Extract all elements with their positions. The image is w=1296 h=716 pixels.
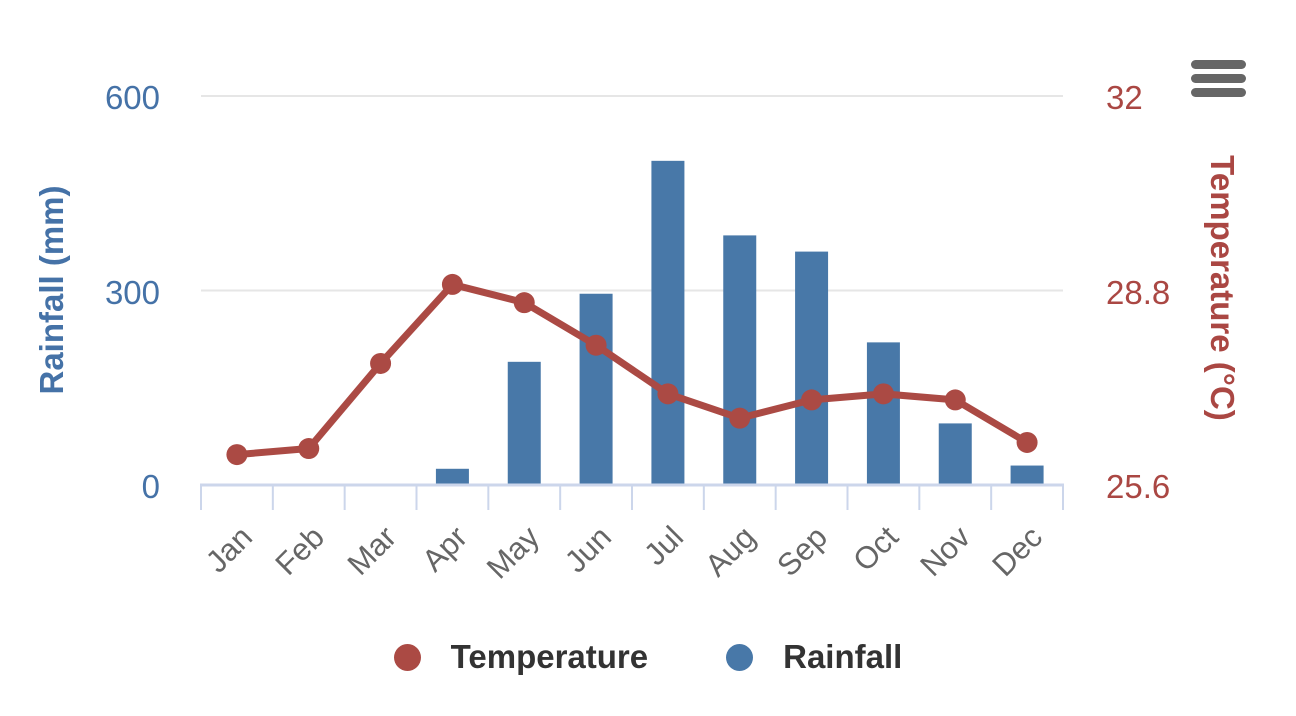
temperature-point-aug[interactable] [729,407,751,429]
temperature-point-dec[interactable] [1016,431,1038,453]
rainfall-bar-may[interactable] [507,361,541,485]
temperature-point-sep[interactable] [801,389,823,411]
temperature-point-may[interactable] [513,292,535,314]
temperature-point-nov[interactable] [944,389,966,411]
legend-label: Temperature [450,638,649,675]
legend-label: Rainfall [783,638,903,675]
rainfall-bar-oct[interactable] [866,342,900,485]
hamburger-menu-icon [1191,87,1246,97]
left-axis-title: Rainfall (mm) [33,185,70,395]
rainfall-bar-sep[interactable] [795,251,829,485]
left-axis-tick-label: 600 [104,79,160,116]
temperature-point-jan[interactable] [226,444,248,466]
right-axis-tick-label: 25.6 [1106,468,1171,505]
left-axis-tick-label: 0 [141,468,160,505]
right-axis-tick-label: 32 [1106,79,1143,116]
left-axis-tick-label: 300 [104,273,160,311]
right-axis-title: Temperature (°C) [1204,155,1241,421]
temperature-legend-marker-icon [393,643,421,671]
hamburger-menu-icon [1191,73,1246,83]
temperature-point-oct[interactable] [872,383,894,405]
temperature-line [233,280,1031,459]
rainfall-bar-apr[interactable] [435,468,469,485]
rainfall-bar-jun[interactable] [579,293,613,485]
legend-item-rainfall[interactable]: Rainfall [726,639,902,675]
temperature-point-mar[interactable] [370,352,392,374]
temperature-point-jun[interactable] [585,334,607,356]
rainfall-bar-dec[interactable] [1010,465,1044,485]
legend-item-temperature[interactable]: Temperature [393,638,649,675]
rainfall-legend-marker-icon [726,643,754,671]
right-axis-tick-label: 28.8 [1106,273,1171,311]
rainfall-bar-aug[interactable] [723,235,757,485]
temperature-point-jul[interactable] [657,383,679,405]
rainfall-bar-nov[interactable] [938,423,972,485]
export-menu-button[interactable] [1191,58,1249,98]
temperature-point-apr[interactable] [441,273,463,295]
rainfall-bar-jul[interactable] [651,160,685,486]
legend: Temperature Rainfall [0,626,1296,688]
temperature-point-feb[interactable] [298,438,320,460]
hamburger-menu-icon [1191,59,1246,69]
